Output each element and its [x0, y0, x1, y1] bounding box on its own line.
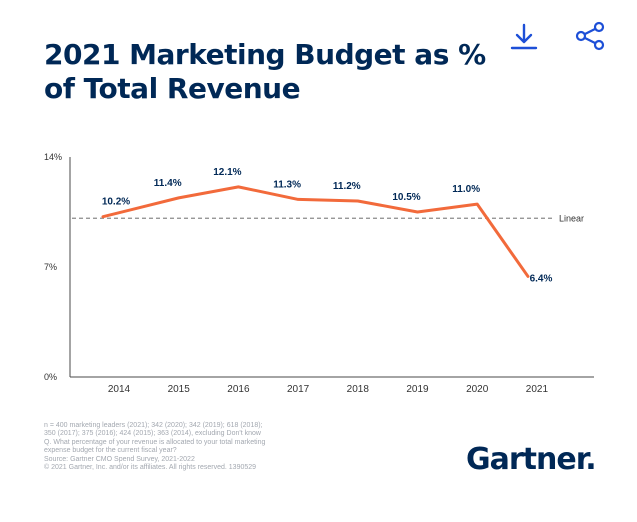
x-tick-label: 2020 [466, 384, 489, 395]
footnote-line: © 2021 Gartner, Inc. and/or its affiliat… [44, 464, 257, 472]
data-label: 10.5% [392, 192, 420, 203]
data-label: 12.1% [213, 167, 241, 178]
y-tick-label: 0% [44, 372, 57, 382]
download-icon[interactable] [506, 18, 542, 54]
line-chart: 0% 7% 14% 2014 2015 2016 2017 2018 2019 2020 2021 L… [44, 152, 594, 395]
y-tick-label: 14% [44, 152, 62, 162]
data-label: 11.4% [154, 178, 182, 189]
data-label: 11.0% [452, 184, 480, 195]
x-tick-label: 2018 [347, 384, 370, 395]
gartner-logo: Gartner. [466, 442, 597, 477]
footnote-line: 350 (2017); 375 (2016); 424 (2015); 363 … [44, 430, 261, 438]
x-tick-label: 2019 [406, 384, 429, 395]
brand-dot: . [585, 442, 596, 477]
data-label: 11.3% [273, 179, 301, 190]
footnote-line: n = 400 marketing leaders (2021); 342 (2… [44, 422, 263, 429]
data-label: 6.4% [530, 273, 553, 284]
brand-name: Gartner [466, 442, 586, 477]
share-icon[interactable] [572, 18, 608, 54]
chart-title: 2021 Marketing Budget as % of Total Reve… [44, 38, 486, 105]
data-label: 10.2% [102, 197, 130, 208]
footnote-line: Q. What percentage of your revenue is al… [44, 438, 266, 446]
x-tick-label: 2016 [227, 384, 250, 395]
x-tick-label: 2014 [108, 384, 131, 395]
y-tick-label: 7% [44, 262, 57, 272]
series-line [101, 185, 530, 278]
data-label: 11.2% [333, 181, 361, 192]
footnote-line: Source: Gartner CMO Spend Survey, 2021-2… [44, 455, 195, 463]
x-tick-label: 2021 [526, 384, 549, 395]
trendline-label: Linear [559, 213, 584, 223]
chart-footnote: n = 400 marketing leaders (2021); 342 (2… [44, 422, 309, 472]
x-tick-label: 2017 [287, 384, 310, 395]
x-tick-label: 2015 [168, 384, 191, 395]
footnote-line: expense budget for the current fiscal ye… [44, 447, 177, 455]
